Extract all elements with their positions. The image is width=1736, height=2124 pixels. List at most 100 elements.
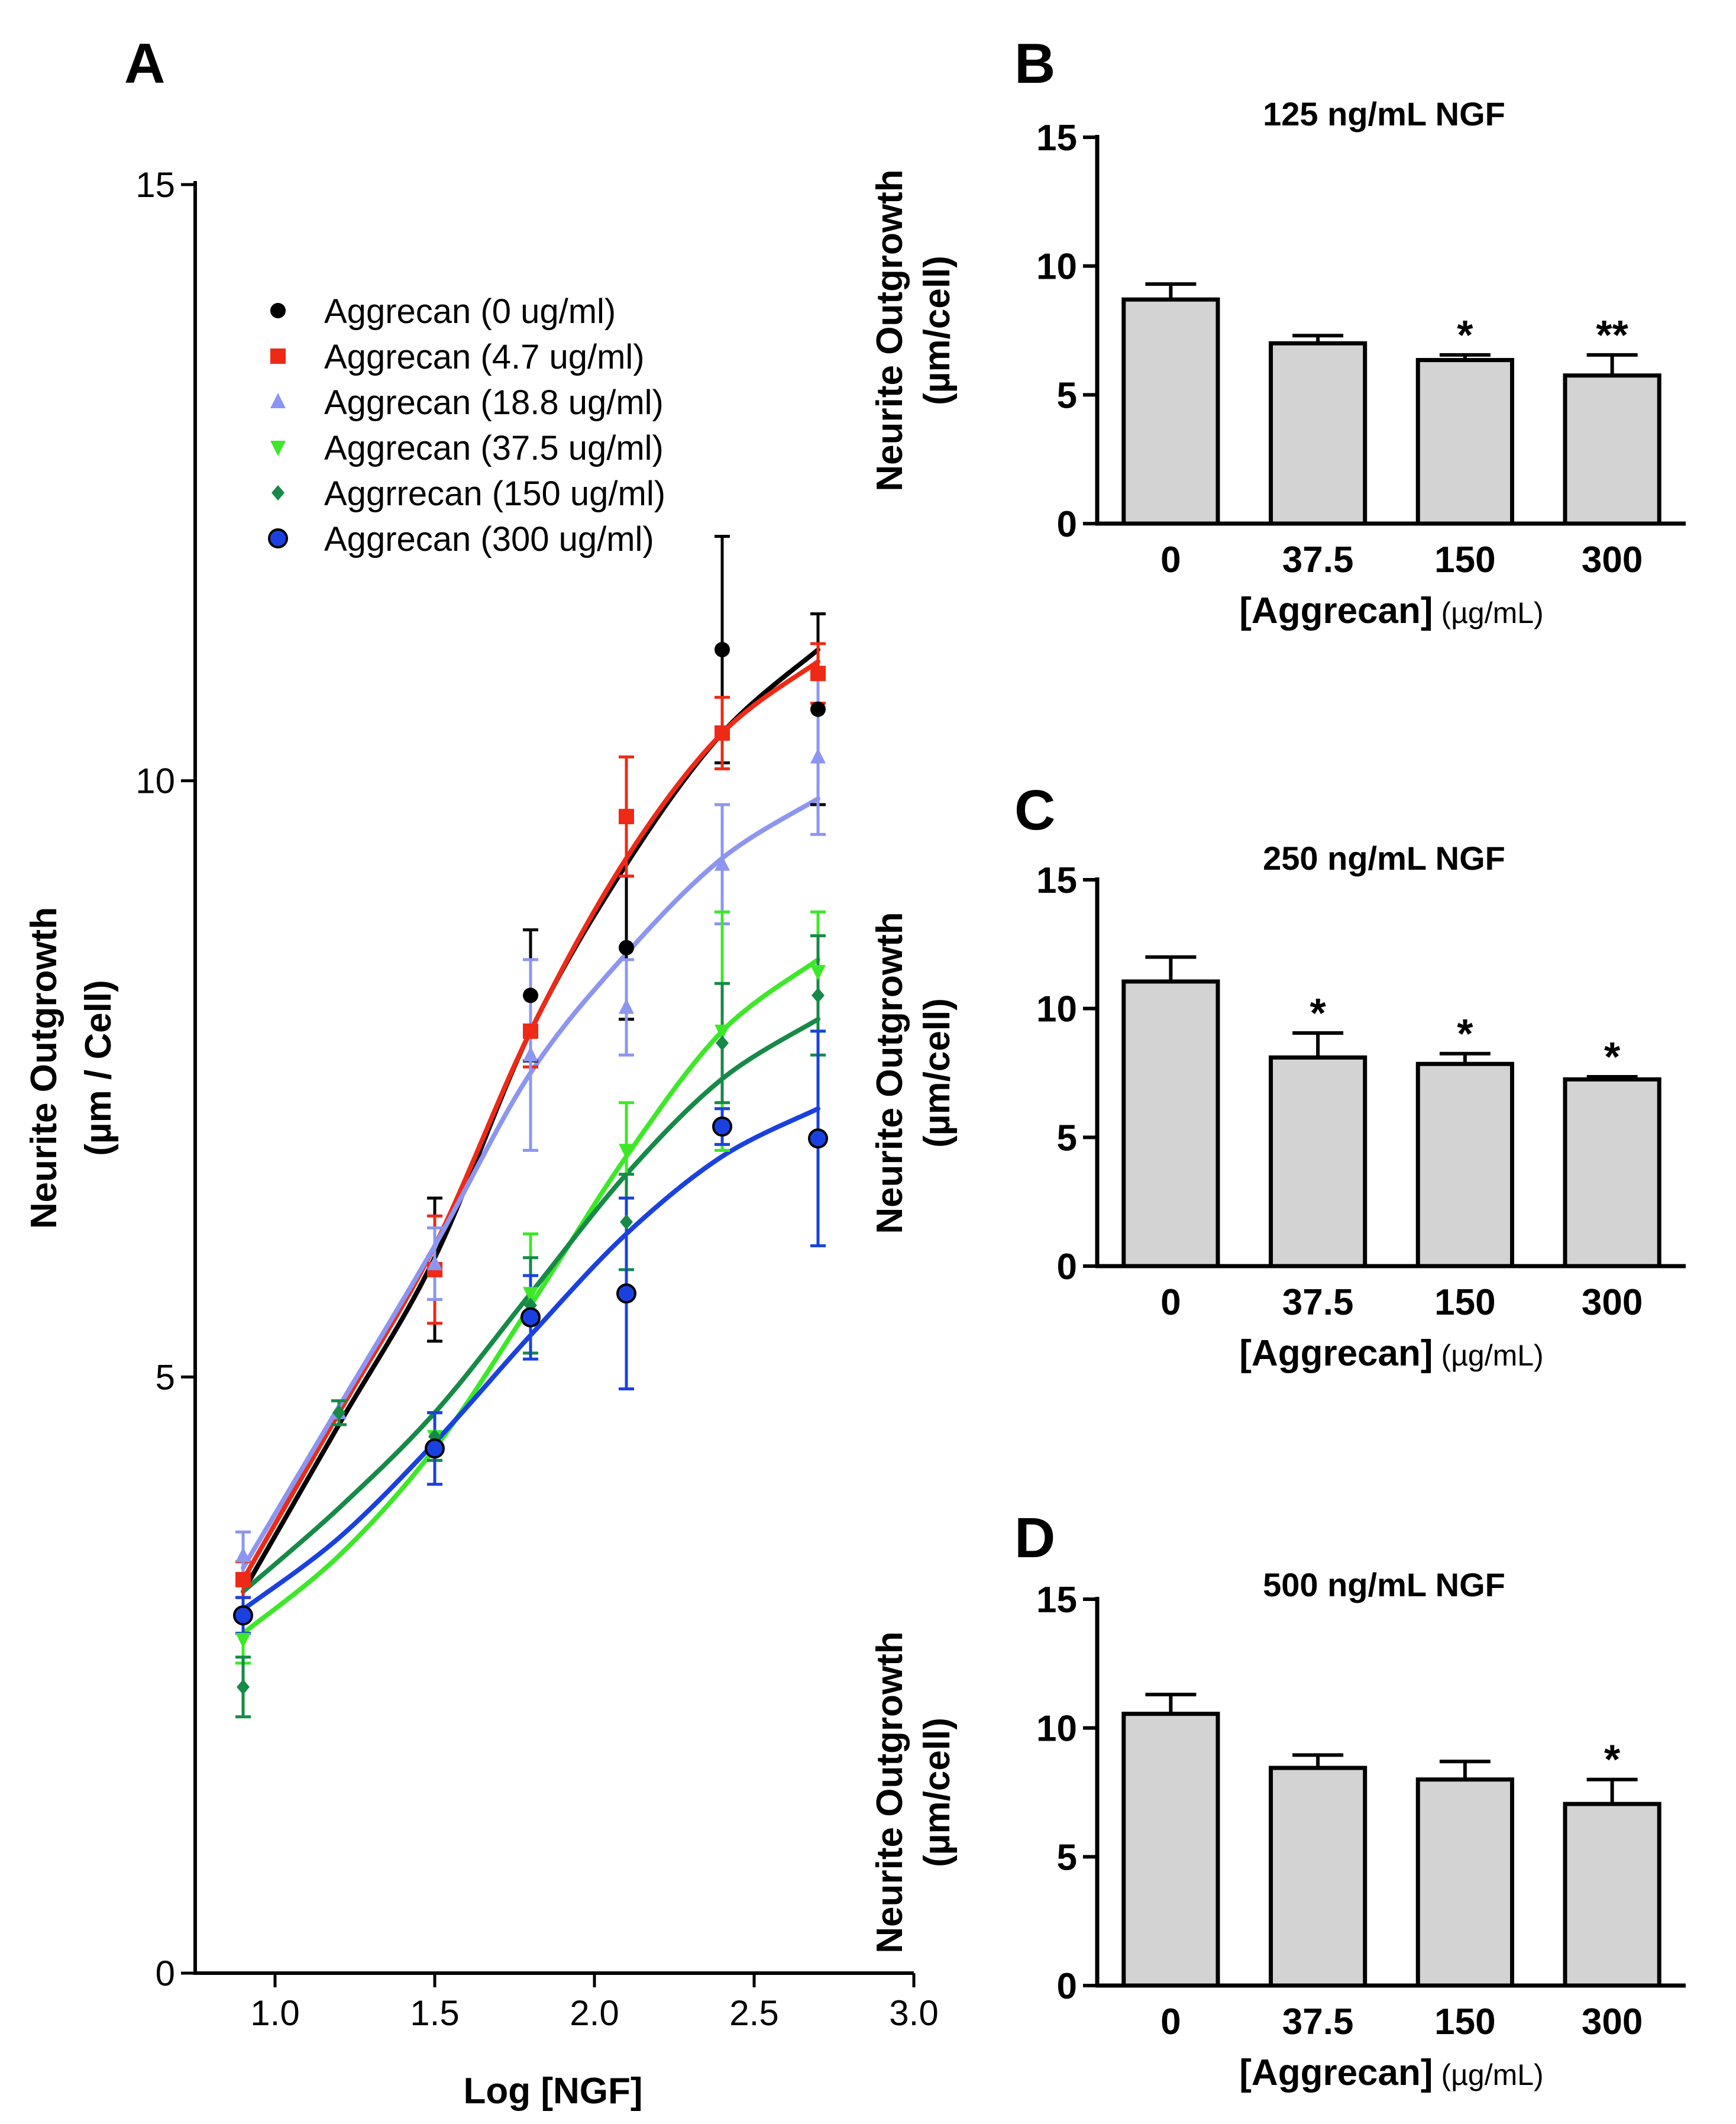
panel-a-data-point-5 [233, 1605, 253, 1626]
panel-a-legend-marker-1 [270, 348, 286, 364]
panel-a-legend-marker-2 [270, 393, 286, 408]
panel-b-y-tick-label: 0 [1057, 504, 1077, 545]
panel-b-y-tick-label: 5 [1057, 375, 1077, 416]
panel-d-significance-mark: * [1604, 1736, 1621, 1783]
panel-c-y-tick-label: 10 [1036, 989, 1077, 1030]
panel-d-x-tick-label: 150 [1434, 2002, 1495, 2042]
panel-a-data-point-2 [810, 748, 826, 764]
panel-a-data-point-3 [619, 1144, 634, 1160]
panel-a-data-point-0 [619, 940, 634, 956]
panel-a-data-point-5 [808, 1128, 828, 1149]
panel-c-bar [1269, 1055, 1368, 1268]
panel-b-significance-mark: * [1457, 312, 1473, 358]
panel-c-x-tick-label: 37.5 [1282, 1282, 1354, 1323]
panel-c-x-tick-label: 300 [1582, 1282, 1643, 1323]
panel-a-data-point-5 [521, 1307, 541, 1328]
panel-a-legend-label: Aggrecan (18.8 ug/ml) [324, 383, 664, 422]
panel-a: A 0 5 10 15 1.0 1.5 2.0 2.5 3.0 Log [NGF] Neurit… [24, 32, 939, 2112]
panel-a-data-point-4 [716, 1035, 729, 1051]
panel-a-y-tick-label: 5 [156, 1357, 175, 1397]
panel-a-data-point-2 [427, 1254, 442, 1270]
panel-d-title: 500 ng/mL NGF [1263, 1566, 1505, 1603]
panel-a-data-point-2 [619, 998, 634, 1014]
panel-c-x-tick-label: 150 [1434, 1282, 1495, 1323]
panel-a-data-point-3 [235, 1632, 251, 1648]
panel-b-y-tick-label: 10 [1036, 247, 1077, 288]
panel-c-y-tick-label: 0 [1057, 1247, 1077, 1287]
panel-d-x-label: [Aggrecan] (µg/mL) [1239, 2052, 1543, 2093]
panel-d-x-tick-label: 300 [1582, 2002, 1643, 2042]
panel-d-y-label-line1: Neurite Outgrowth [869, 1631, 910, 1953]
panel-a-error-bars [235, 535, 826, 1719]
panel-c-y-label: Neurite Outgrowth (µm/cell) [869, 912, 958, 1234]
panel-b-significance-mark: ** [1596, 312, 1628, 358]
panel-a-y-tick-label: 0 [156, 1954, 175, 1993]
panel-c-y-label-line2: (µm/cell) [917, 998, 958, 1148]
panel-a-data-point-1 [235, 1571, 251, 1587]
panel-b-bar [1121, 297, 1220, 526]
panel-d-bar [1563, 1802, 1661, 1988]
panel-a-data-point-0 [810, 701, 826, 717]
panel-b-x-label-unit: (µg/mL) [1433, 596, 1544, 630]
panel-a-legend: Aggrecan (0 ug/ml) Aggrecan (4.7 ug/ml) Ag… [268, 292, 665, 559]
panel-a-data-point-3 [523, 1287, 538, 1303]
panel-a-x-tick-label: 3.0 [889, 1993, 938, 2033]
panel-a-data-point-5 [425, 1438, 445, 1459]
panel-a-letter: A [124, 32, 165, 95]
panel-a-data-point-4 [812, 987, 825, 1003]
panel-b-y-tick-label: 15 [1036, 118, 1077, 159]
panel-b-x-tick-label: 37.5 [1282, 540, 1354, 580]
panel-a-data-point-1 [715, 725, 730, 741]
panel-a-legend-label: Aggrecan (300 ug/ml) [324, 520, 654, 559]
panel-c-x-label-main: [Aggrecan] [1239, 1333, 1433, 1374]
panel-c-x-label-unit: (µg/mL) [1433, 1339, 1544, 1372]
panel-d-x-label-main: [Aggrecan] [1239, 2052, 1433, 2093]
panel-b-bar [1563, 373, 1661, 526]
panel-a-legend-label: Aggrecan (4.7 ug/ml) [324, 338, 645, 376]
panel-a-legend-label: Aggrrecan (150 ug/ml) [324, 474, 665, 513]
panel-a-fit-curve-2 [241, 796, 820, 1570]
panel-d-y-tick-label: 0 [1057, 1966, 1077, 2007]
panel-b-y-label: Neurite Outgrowth (µm/cell) [869, 169, 958, 491]
panel-a-x-tick-label: 2.0 [570, 1993, 619, 2033]
panel-b-x-label: [Aggrecan] (µg/mL) [1239, 590, 1543, 631]
panel-d-bar [1269, 1765, 1368, 1988]
panel-a-data-point-5 [712, 1116, 732, 1137]
panel-b-x-tick-label: 0 [1160, 540, 1181, 580]
panel-a-data-point-3 [810, 965, 826, 981]
panel-a-legend-marker-0 [270, 303, 286, 318]
panel-c-significance-mark: * [1310, 990, 1327, 1036]
panel-a-x-label: Log [NGF] [463, 2071, 642, 2112]
panel-b-x-tick-label: 150 [1434, 540, 1495, 580]
panel-d-x-tick-label: 0 [1160, 2002, 1181, 2042]
panel-d-x-label-unit: (µg/mL) [1433, 2058, 1544, 2091]
panel-d-y-label-line2: (µm/cell) [917, 1718, 958, 1867]
panel-c-significance-mark: * [1604, 1034, 1621, 1080]
panel-a-legend-label: Aggrecan (37.5 ug/ml) [324, 429, 664, 467]
panel-a-legend-label: Aggrecan (0 ug/ml) [324, 292, 616, 331]
panel-a-x-tick-label: 1.0 [250, 1993, 299, 2033]
panel-a-data-point-4 [620, 1214, 633, 1230]
panel-a-data-point-4 [332, 1405, 345, 1421]
panel-b-x-tick-label: 300 [1582, 540, 1643, 580]
panel-c-significance-mark: * [1457, 1011, 1473, 1057]
panel-c-x-tick-label: 0 [1160, 1282, 1181, 1323]
panel-a-data-point-1 [619, 809, 634, 825]
panel-b-title: 125 ng/mL NGF [1263, 95, 1505, 133]
panel-a-data-point-1 [810, 666, 826, 682]
panel-a-axes: 0 5 10 15 1.0 1.5 2.0 2.5 3.0 [135, 165, 938, 2033]
panel-d-x-tick-label: 37.5 [1282, 2002, 1354, 2042]
panel-d-letter: D [1014, 1506, 1055, 1570]
panel-a-y-label-line1: Neurite Outgrowth [24, 907, 64, 1229]
panel-c-y-label-line1: Neurite Outgrowth [869, 912, 910, 1234]
panel-b-bar [1415, 358, 1514, 526]
panel-a-data-point-5 [616, 1283, 636, 1304]
panel-d-y-tick-label: 5 [1057, 1837, 1077, 1878]
panel-b-y-label-line1: Neurite Outgrowth [869, 169, 910, 491]
panel-a-data-point-2 [523, 1046, 538, 1062]
